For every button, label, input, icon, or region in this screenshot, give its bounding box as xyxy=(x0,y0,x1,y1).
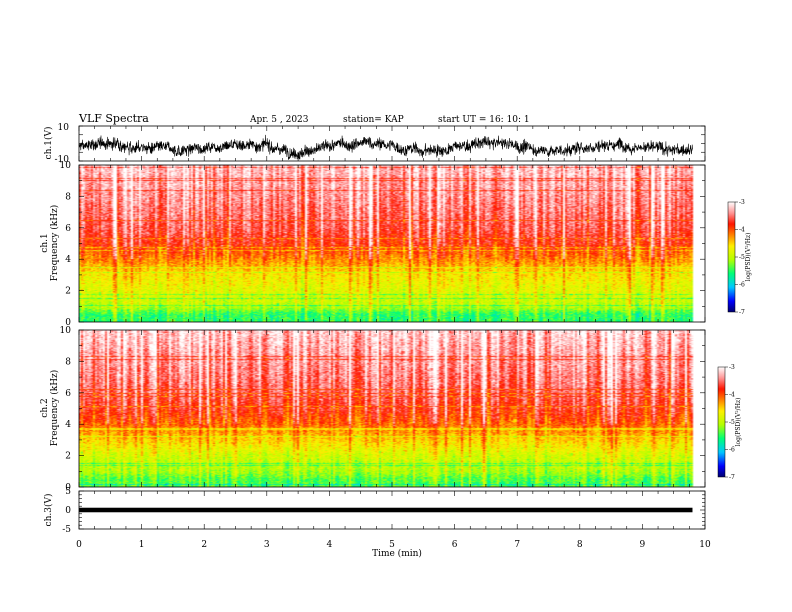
ch1-spectrogram-ylabel-frequency: Frequency (kHz) xyxy=(49,205,60,282)
colorbar-tick-label: -7 xyxy=(729,474,735,481)
ch3-waveform-trace xyxy=(79,507,693,513)
ch1-freq-tick-label: 4 xyxy=(65,255,71,265)
colorbar-tick-label: -3 xyxy=(739,199,745,206)
ch2-spectrogram-ylabel-frequency: Frequency (kHz) xyxy=(49,370,60,447)
time-tick-label: 7 xyxy=(514,540,520,550)
ch3-ytick-label: -5 xyxy=(62,525,71,535)
ch2-colorbar: -3 -4 -5 -6 -7 log(PSD)(V²/Hz) xyxy=(717,364,742,481)
colorbar-tick-label: -5 xyxy=(729,419,735,426)
ch1-spectrogram-ticks: 0 2 4 6 8 10 xyxy=(60,161,706,328)
colorbar-tick-label: -5 xyxy=(739,254,745,261)
colorbar-tick-label: -6 xyxy=(729,447,735,454)
ch1-freq-tick-label: 6 xyxy=(65,224,71,234)
time-tick-label: 10 xyxy=(699,540,711,550)
ch2-colorbar-label: log(PSD)(V²/Hz) xyxy=(735,398,742,447)
ch2-freq-tick-label: 4 xyxy=(65,420,71,430)
ch3-waveform-line xyxy=(79,507,693,513)
ch1-spectrogram-panel: 0 2 4 6 8 10 ch.1 Frequency (kHz) -3 -4 -5 -6 -7 … xyxy=(40,161,752,328)
ch3-ytick-label: 0 xyxy=(65,506,71,516)
ch2-spectrogram-ticks: 0 2 4 6 8 10 xyxy=(60,326,706,493)
ch1-freq-tick-label: 8 xyxy=(65,192,71,202)
time-tick-label: 4 xyxy=(327,540,333,550)
time-tick-label: 8 xyxy=(577,540,583,550)
ch2-colorbar-gradient xyxy=(718,367,725,477)
ch1-freq-tick-label: 10 xyxy=(60,161,72,171)
ch1-colorbar-label: log(PSD)(V²/Hz) xyxy=(745,233,752,282)
colorbar-tick-label: -3 xyxy=(729,364,735,371)
ch3-waveform-ylabel: ch.3(V) xyxy=(43,494,54,527)
date-label: Apr. 5 , 2023 xyxy=(249,115,309,125)
figure-header: VLF Spectra Apr. 5 , 2023 station= KAP s… xyxy=(78,112,530,125)
ch1-ytick-label: -10 xyxy=(55,155,70,165)
ch1-spectrogram-heatmap xyxy=(79,165,705,322)
time-tick-label: 6 xyxy=(452,540,458,550)
colorbar-tick-label: -4 xyxy=(739,227,745,234)
ch1-ytick-label: 10 xyxy=(58,123,70,133)
station-label: station= KAP xyxy=(343,115,404,125)
colorbar-tick-label: -7 xyxy=(739,309,745,316)
ch2-spectrogram-heatmap xyxy=(79,330,705,487)
ch3-waveform-panel: 5 0 -5 ch.3(V) 0 1 2 3 4 5 6 7 8 9 10 Time (min) xyxy=(43,487,711,559)
ch1-colorbar: -3 -4 -5 -6 -7 log(PSD)(V²/Hz) xyxy=(727,199,752,316)
ch2-freq-tick-label: 8 xyxy=(65,357,71,367)
time-tick-label: 2 xyxy=(201,540,207,550)
ch1-waveform-ticks xyxy=(78,125,706,162)
ch2-spectrogram-panel: 0 2 4 6 8 10 ch.2 Frequency (kHz) -3 -4 -5 -6 -7 … xyxy=(40,326,742,493)
ch1-colorbar-gradient xyxy=(728,202,735,312)
ch3-waveform-ticks: 5 0 -5 xyxy=(62,487,706,535)
ch1-waveform-line xyxy=(78,134,693,160)
ch1-waveform-panel: 10 -10 ch.1(V) xyxy=(43,123,706,165)
time-tick-label: 5 xyxy=(389,540,395,550)
figure-title: VLF Spectra xyxy=(78,112,149,125)
ch1-waveform-trace xyxy=(78,134,693,160)
ch2-freq-tick-label: 10 xyxy=(60,326,72,336)
time-tick-label: 1 xyxy=(139,540,145,550)
ch2-freq-tick-label: 6 xyxy=(65,389,71,399)
time-tick-label: 0 xyxy=(76,540,82,550)
ch2-spectrogram-ylabel-channel: ch.2 xyxy=(40,398,50,417)
start-ut-label: start UT = 16: 10: 1 xyxy=(438,115,530,125)
time-tick-label: 9 xyxy=(640,540,646,550)
ch2-freq-tick-label: 2 xyxy=(65,452,71,462)
ch1-freq-tick-label: 2 xyxy=(65,287,71,297)
ch1-freq-tick-label: 0 xyxy=(65,318,71,328)
time-axis-tick-labels: 0 1 2 3 4 5 6 7 8 9 10 xyxy=(76,540,711,550)
ch1-waveform-ylabel: ch.1(V) xyxy=(43,127,54,160)
colorbar-tick-label: -4 xyxy=(729,392,735,399)
colorbar-tick-label: -6 xyxy=(739,282,745,289)
ch1-spectrogram-ylabel-channel: ch.1 xyxy=(40,233,50,252)
time-tick-label: 3 xyxy=(264,540,270,550)
time-axis-label: Time (min) xyxy=(372,548,422,559)
ch2-freq-tick-label: 0 xyxy=(65,483,71,493)
ch3-ytick-label: 5 xyxy=(65,487,71,497)
